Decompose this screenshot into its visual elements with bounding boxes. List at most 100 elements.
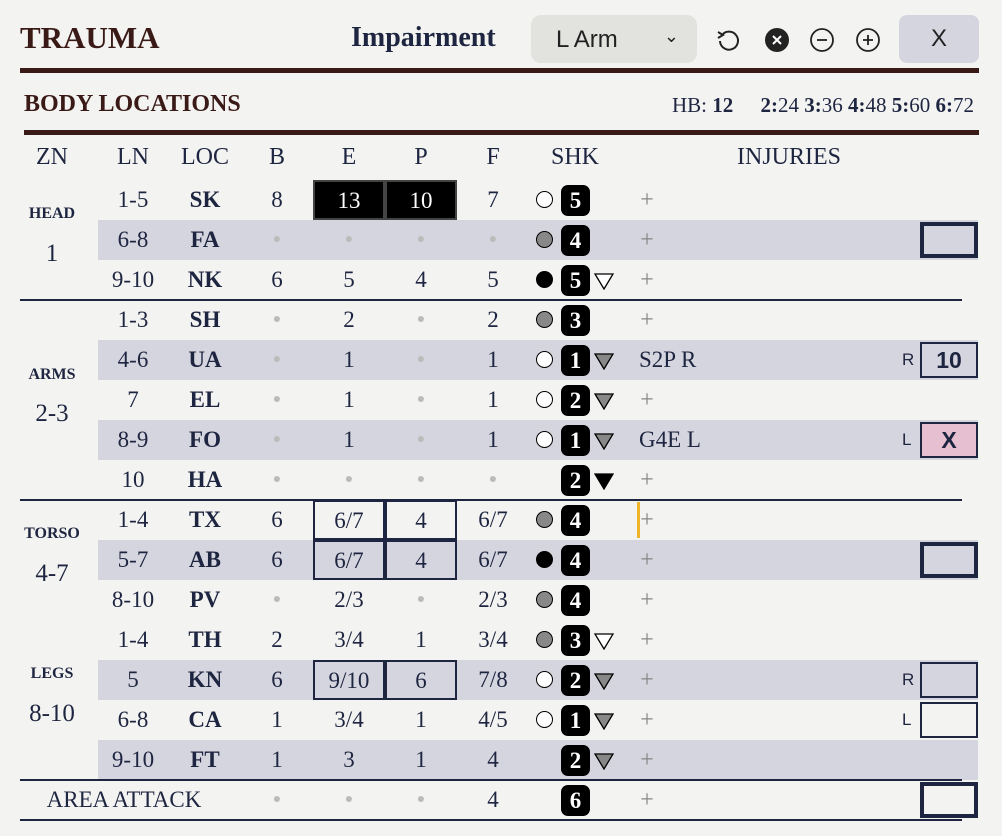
f-value-empty-dot: ● xyxy=(488,232,498,247)
add-injury-button[interactable]: + xyxy=(640,467,654,493)
shock-state-circle[interactable] xyxy=(536,311,553,328)
table-row: 5 KN 6 9/10 6 7/8 2 + R xyxy=(0,660,1002,700)
line-range: 9-10 xyxy=(111,267,155,292)
add-injury-button[interactable]: + xyxy=(640,187,654,213)
line-range: 6-8 xyxy=(117,227,149,252)
p-value: 1 xyxy=(415,627,427,652)
add-injury-button[interactable]: + xyxy=(640,307,654,333)
shock-state-circle[interactable] xyxy=(536,431,553,448)
shock-badge: 6 xyxy=(561,785,590,816)
shock-state-circle[interactable] xyxy=(536,271,553,288)
shock-badge: 1 xyxy=(561,705,590,736)
shock-state-circle[interactable] xyxy=(536,511,553,528)
impairment-select[interactable]: L Arm ⌄ xyxy=(531,15,697,63)
zone-range: 2-3 xyxy=(35,400,69,427)
wound-triangle-icon[interactable] xyxy=(593,473,615,495)
table-row: 9-10 NK 6 5 4 5 5 + xyxy=(0,260,1002,300)
location-code: FA xyxy=(190,227,220,252)
wound-triangle-icon[interactable] xyxy=(593,713,615,735)
wound-triangle-icon[interactable] xyxy=(593,353,615,375)
add-injury-button[interactable]: + xyxy=(640,627,654,653)
table-row: 1-3 SH ● 2 ● 2 3 + xyxy=(0,300,1002,340)
shock-state-circle[interactable] xyxy=(536,591,553,608)
table-row: 9-10 FT 1 3 1 4 2 + xyxy=(0,740,1002,780)
close-button[interactable]: X xyxy=(899,15,979,63)
add-injury-button[interactable]: + xyxy=(640,547,654,573)
add-injury-button[interactable]: + xyxy=(640,387,654,413)
shock-state-circle[interactable] xyxy=(536,631,553,648)
zone-name: ARMS xyxy=(28,366,76,383)
add-injury-button[interactable]: + xyxy=(640,227,654,253)
e-value: 5 xyxy=(343,267,355,292)
shock-state-circle[interactable] xyxy=(536,391,553,408)
add-injury-button[interactable]: + xyxy=(640,747,654,773)
area-attack-label: AREA ATTACK xyxy=(46,787,202,812)
add-injury-button[interactable]: + xyxy=(640,787,654,813)
reset-icon[interactable] xyxy=(715,27,741,53)
text-cursor xyxy=(637,502,640,538)
shock-state-circle[interactable] xyxy=(536,671,553,688)
zoom-out-icon[interactable] xyxy=(809,27,835,53)
injury-value-box[interactable] xyxy=(920,702,978,738)
f-value: 4 xyxy=(487,747,499,772)
e-value-empty-dot: ● xyxy=(344,472,354,487)
injury-value-box[interactable] xyxy=(920,662,978,698)
b-value-empty-dot: ● xyxy=(272,312,282,327)
shock-state-circle[interactable] xyxy=(536,711,553,728)
f-value: 4 xyxy=(487,787,499,812)
location-code: UA xyxy=(188,347,222,372)
column-header-shk: SHK xyxy=(550,144,600,170)
divider xyxy=(24,130,979,135)
injury-value-box[interactable]: X xyxy=(920,422,978,458)
injury-text[interactable]: G4E L xyxy=(639,427,701,452)
injury-text[interactable]: S2P R xyxy=(639,347,697,372)
f-value: 3/4 xyxy=(478,627,508,652)
injury-value-box[interactable]: 10 xyxy=(920,342,978,378)
line-range: 9-10 xyxy=(111,747,155,772)
location-code: HA xyxy=(187,467,223,492)
multiple-value: 36 xyxy=(821,93,843,117)
zoom-in-icon[interactable] xyxy=(855,27,881,53)
wound-triangle-icon[interactable] xyxy=(593,433,615,455)
p-value: 1 xyxy=(415,747,427,772)
f-value: 2/3 xyxy=(478,587,508,612)
shock-state-circle[interactable] xyxy=(536,351,553,368)
side-label: R xyxy=(902,670,915,689)
injury-value-box[interactable] xyxy=(920,542,978,578)
zone-name: TORSO xyxy=(24,525,80,542)
add-injury-button[interactable]: + xyxy=(640,707,654,733)
zone-divider xyxy=(20,779,962,781)
add-injury-button[interactable]: + xyxy=(640,667,654,693)
side-label: L xyxy=(902,710,912,729)
wound-triangle-icon[interactable] xyxy=(593,273,615,295)
add-injury-button[interactable]: + xyxy=(640,587,654,613)
location-code: NK xyxy=(187,267,223,292)
table-row: 6-8 FA ● ● ● ● 4 + xyxy=(0,220,1002,260)
wound-triangle-icon[interactable] xyxy=(593,673,615,695)
p-value-empty-dot: ● xyxy=(416,432,426,447)
shock-state-circle[interactable] xyxy=(536,191,553,208)
shock-state-circle[interactable] xyxy=(536,231,553,248)
wound-triangle-icon[interactable] xyxy=(593,393,615,415)
section-title: BODY LOCATIONS xyxy=(24,91,241,117)
b-value-empty-dot: ● xyxy=(272,352,282,367)
injury-value-box[interactable] xyxy=(920,222,978,258)
p-value-empty-dot: ● xyxy=(416,792,426,807)
wound-triangle-icon[interactable] xyxy=(593,633,615,655)
b-value-empty-dot: ● xyxy=(272,432,282,447)
clear-icon[interactable] xyxy=(764,27,790,53)
line-range: 6-8 xyxy=(117,707,149,732)
wound-triangle-icon[interactable] xyxy=(593,753,615,775)
side-label: R xyxy=(902,350,915,369)
shock-badge: 5 xyxy=(561,185,590,216)
add-injury-button[interactable]: + xyxy=(640,267,654,293)
add-injury-button[interactable]: + xyxy=(640,507,654,533)
injury-value-box[interactable] xyxy=(920,782,978,818)
table-row: 7 EL ● 1 ● 1 2 + xyxy=(0,380,1002,420)
b-value-empty-dot: ● xyxy=(272,392,282,407)
area-attack-row: AREA ATTACK ● ● ● 4 6 + xyxy=(0,780,1002,820)
shock-badge: 3 xyxy=(561,305,590,336)
shock-state-circle[interactable] xyxy=(536,551,553,568)
table-row: 1-5 SK 8 13 10 7 5 + xyxy=(0,180,1002,220)
e-value: 3/4 xyxy=(334,707,364,732)
